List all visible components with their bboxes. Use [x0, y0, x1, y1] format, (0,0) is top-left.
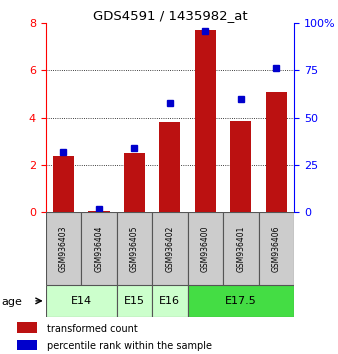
- Text: GSM936401: GSM936401: [236, 225, 245, 272]
- FancyBboxPatch shape: [81, 212, 117, 285]
- Text: GSM936406: GSM936406: [272, 225, 281, 272]
- FancyBboxPatch shape: [259, 212, 294, 285]
- Bar: [88, 211, 110, 212]
- Text: GSM936400: GSM936400: [201, 225, 210, 272]
- FancyBboxPatch shape: [223, 212, 259, 285]
- Text: E14: E14: [71, 296, 92, 306]
- FancyBboxPatch shape: [152, 212, 188, 285]
- Title: GDS4591 / 1435982_at: GDS4591 / 1435982_at: [93, 9, 247, 22]
- Bar: [195, 30, 216, 212]
- Text: age: age: [2, 297, 23, 307]
- Bar: [159, 122, 180, 212]
- Bar: [230, 121, 251, 212]
- FancyBboxPatch shape: [188, 285, 294, 317]
- Bar: [266, 92, 287, 212]
- FancyBboxPatch shape: [188, 212, 223, 285]
- FancyBboxPatch shape: [46, 285, 117, 317]
- Text: transformed count: transformed count: [47, 324, 137, 333]
- FancyBboxPatch shape: [117, 212, 152, 285]
- Text: GSM936402: GSM936402: [165, 225, 174, 272]
- Bar: [17, 322, 37, 333]
- Text: E17.5: E17.5: [225, 296, 257, 306]
- Bar: [124, 153, 145, 212]
- Text: E15: E15: [124, 296, 145, 306]
- Bar: [17, 340, 37, 350]
- FancyBboxPatch shape: [152, 285, 188, 317]
- Bar: [53, 156, 74, 212]
- Text: E16: E16: [159, 296, 180, 306]
- FancyBboxPatch shape: [46, 212, 81, 285]
- Text: GSM936404: GSM936404: [94, 225, 103, 272]
- Text: GSM936405: GSM936405: [130, 225, 139, 272]
- Text: percentile rank within the sample: percentile rank within the sample: [47, 341, 212, 351]
- Text: GSM936403: GSM936403: [59, 225, 68, 272]
- FancyBboxPatch shape: [117, 285, 152, 317]
